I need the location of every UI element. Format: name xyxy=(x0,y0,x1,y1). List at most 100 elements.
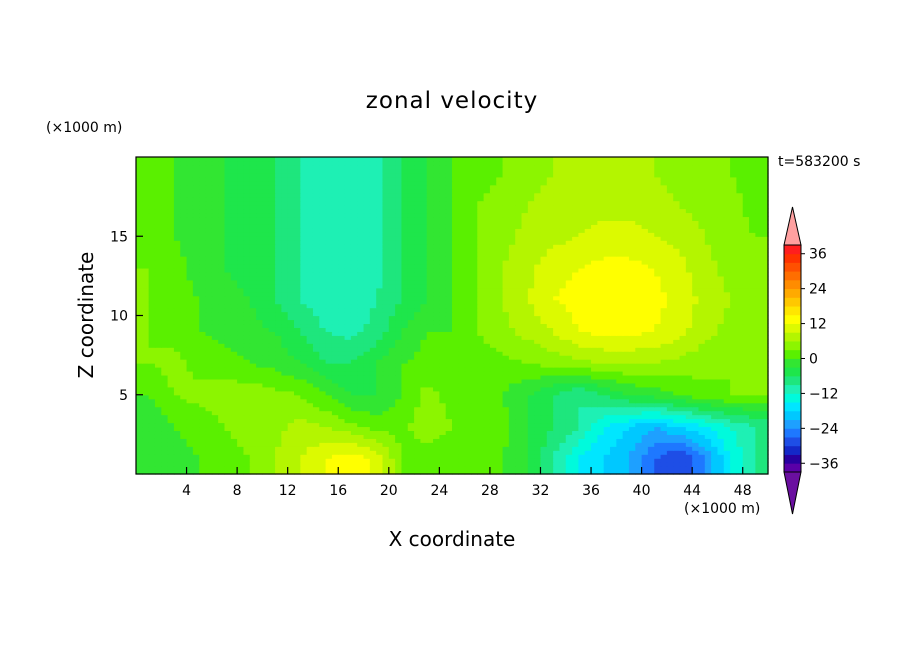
field-cell xyxy=(376,390,384,396)
field-cell xyxy=(281,335,289,340)
field-cell xyxy=(660,410,668,416)
field-cell xyxy=(401,426,409,432)
field-cell xyxy=(369,442,377,447)
field-cell xyxy=(376,343,384,348)
field-cell xyxy=(717,466,725,471)
field-cell xyxy=(584,382,592,388)
field-cell xyxy=(218,363,226,368)
field-cell xyxy=(249,311,257,317)
field-cell xyxy=(610,390,617,396)
field-cell xyxy=(249,299,257,305)
field-cell xyxy=(331,275,339,281)
field-cell xyxy=(515,331,523,336)
field-cell xyxy=(161,438,169,443)
field-cell xyxy=(268,398,276,404)
field-cell xyxy=(186,303,194,309)
field-cell xyxy=(344,410,352,416)
field-cell xyxy=(508,275,516,281)
field-cell xyxy=(502,378,510,384)
field-cell xyxy=(369,394,377,400)
field-cell xyxy=(407,454,415,459)
field-cell xyxy=(660,363,668,368)
field-cell xyxy=(559,283,567,289)
field-cell xyxy=(647,347,655,352)
field-cell xyxy=(287,390,295,396)
field-cell xyxy=(616,339,624,344)
field-cell xyxy=(673,307,681,313)
field-cell xyxy=(136,430,143,435)
field-cell xyxy=(205,343,213,348)
field-cell xyxy=(730,343,737,348)
field-cell xyxy=(167,339,175,344)
field-cell xyxy=(603,454,611,459)
field-cell xyxy=(395,454,403,459)
field-cell xyxy=(508,450,516,455)
field-cell xyxy=(565,351,573,356)
field-cell xyxy=(553,339,561,344)
field-cell xyxy=(704,335,712,340)
field-cell xyxy=(344,438,352,443)
field-cell xyxy=(382,335,390,340)
field-cell xyxy=(363,414,371,420)
field-cell xyxy=(489,382,497,388)
field-cell xyxy=(572,442,579,447)
field-cell xyxy=(698,291,706,297)
field-cell xyxy=(376,466,384,471)
field-cell xyxy=(186,307,194,313)
field-cell xyxy=(508,446,516,451)
field-cell xyxy=(268,414,276,420)
field-cell xyxy=(281,454,289,459)
field-cell xyxy=(515,406,523,412)
field-cell xyxy=(452,315,459,321)
field-cell xyxy=(616,319,624,325)
field-cell xyxy=(325,382,333,388)
field-cell xyxy=(534,426,542,432)
field-cell xyxy=(338,462,346,467)
field-cell xyxy=(540,382,548,388)
field-cell xyxy=(458,279,466,285)
field-cell xyxy=(426,315,434,321)
field-cell xyxy=(515,291,523,297)
field-cell xyxy=(559,355,567,360)
field-cell xyxy=(540,446,548,451)
field-cell xyxy=(540,339,548,344)
field-cell xyxy=(704,279,712,285)
field-cell xyxy=(401,351,409,356)
field-cell xyxy=(395,426,403,432)
field-cell xyxy=(344,295,352,301)
field-cell xyxy=(287,370,295,376)
field-cell xyxy=(508,311,516,317)
field-cell xyxy=(180,390,188,396)
field-cell xyxy=(553,398,561,404)
field-cell xyxy=(439,351,447,356)
field-cell xyxy=(660,331,668,336)
field-cell xyxy=(161,299,169,305)
field-cell xyxy=(344,442,352,447)
field-cell xyxy=(483,370,491,376)
field-cell xyxy=(660,450,668,455)
field-cell xyxy=(281,390,289,396)
field-cell xyxy=(628,331,636,336)
field-cell xyxy=(736,370,744,376)
field-cell xyxy=(464,351,472,356)
field-cell xyxy=(628,458,636,463)
field-cell xyxy=(426,402,434,408)
field-cell xyxy=(243,402,251,408)
field-cell xyxy=(180,446,188,451)
field-cell xyxy=(420,335,428,340)
field-cell xyxy=(635,382,643,388)
field-cell xyxy=(452,378,459,384)
field-cell xyxy=(199,410,207,416)
field-cell xyxy=(230,402,238,408)
field-cell xyxy=(534,434,542,439)
field-cell xyxy=(597,374,605,380)
field-cell xyxy=(395,382,403,388)
field-cell xyxy=(591,283,598,289)
field-cell xyxy=(395,339,403,344)
field-cell xyxy=(546,394,554,400)
field-cell xyxy=(508,299,516,305)
field-cell xyxy=(287,454,295,459)
field-cell xyxy=(584,339,592,344)
field-cell xyxy=(685,295,693,301)
field-cell xyxy=(426,327,434,332)
